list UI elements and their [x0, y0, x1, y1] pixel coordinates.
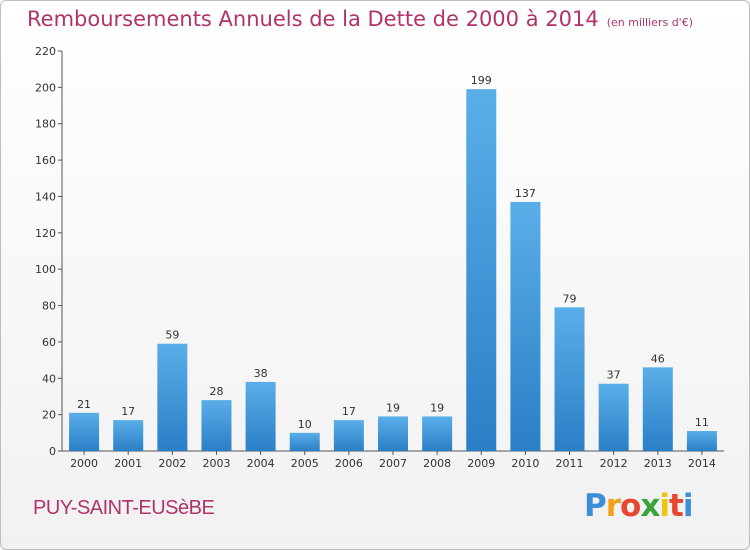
y-tick-label: 140 — [35, 190, 56, 203]
x-tick-label: 2009 — [467, 457, 495, 470]
chart-unit-note: (en milliers d'€) — [606, 16, 693, 29]
commune-name: PUY-SAINT-EUSèBE — [33, 497, 215, 519]
x-tick-label: 2008 — [423, 457, 451, 470]
bar — [466, 89, 497, 451]
chart-title: Remboursements Annuels de la Dette de 20… — [27, 7, 693, 31]
x-tick-label: 2001 — [114, 457, 142, 470]
x-tick-label: 2006 — [335, 457, 363, 470]
x-tick-label: 2005 — [291, 457, 319, 470]
x-tick-label: 2011 — [556, 457, 584, 470]
bar-value-label: 11 — [695, 416, 709, 429]
bar-value-label: 137 — [515, 187, 536, 200]
y-tick-label: 40 — [42, 372, 56, 385]
x-tick-label: 2013 — [644, 457, 672, 470]
x-tick-label: 2014 — [688, 457, 716, 470]
bar — [333, 420, 364, 451]
bar-value-label: 28 — [209, 385, 223, 398]
bar-value-label: 46 — [651, 352, 665, 365]
x-tick-label: 2007 — [379, 457, 407, 470]
bar-value-label: 21 — [77, 398, 91, 411]
labels-group: 21 2000 17 2001 59 2002 28 2003 38 2004 10 2005 17 20… — [70, 74, 716, 470]
bar-value-label: 38 — [254, 367, 268, 380]
bar-value-label: 17 — [342, 405, 356, 418]
bar-value-label: 79 — [563, 292, 577, 305]
x-tick-label: 2000 — [70, 457, 98, 470]
bar — [422, 416, 453, 451]
bar — [69, 412, 100, 451]
bar — [598, 383, 629, 451]
x-tick-label: 2010 — [511, 457, 539, 470]
chart-title-text: Remboursements Annuels de la Dette de 20… — [27, 7, 599, 31]
bar — [554, 307, 585, 451]
y-tick-label: 180 — [35, 118, 56, 131]
bar — [113, 420, 144, 451]
x-tick-label: 2002 — [158, 457, 186, 470]
proxiti-logo: Proxiti — [584, 488, 693, 524]
bar-value-label: 199 — [471, 74, 492, 87]
x-tick-label: 2012 — [600, 457, 628, 470]
y-tick-label: 120 — [35, 227, 56, 240]
bar-value-label: 19 — [386, 401, 400, 414]
bar-value-label: 10 — [298, 418, 312, 431]
bar-value-label: 37 — [607, 369, 621, 382]
y-tick-label: 80 — [42, 300, 56, 313]
y-tick-label: 20 — [42, 409, 56, 422]
bar — [201, 400, 232, 451]
bar — [686, 431, 717, 451]
bar — [510, 201, 541, 451]
bar — [157, 343, 188, 451]
bar-value-label: 19 — [430, 401, 444, 414]
y-tick-label: 100 — [35, 263, 56, 276]
bars-group — [69, 89, 717, 451]
y-tick-label: 200 — [35, 81, 56, 94]
x-tick-label: 2004 — [247, 457, 275, 470]
bar — [378, 416, 408, 451]
y-tick-label: 0 — [49, 445, 56, 458]
bar-value-label: 17 — [121, 405, 135, 418]
bar-value-label: 59 — [165, 329, 179, 342]
bar — [289, 432, 320, 451]
x-tick-label: 2003 — [202, 457, 230, 470]
y-tick-label: 60 — [42, 336, 56, 349]
y-tick-label: 220 — [35, 45, 56, 58]
bar — [642, 367, 673, 451]
bar — [245, 381, 276, 451]
y-tick-label: 160 — [35, 154, 56, 167]
